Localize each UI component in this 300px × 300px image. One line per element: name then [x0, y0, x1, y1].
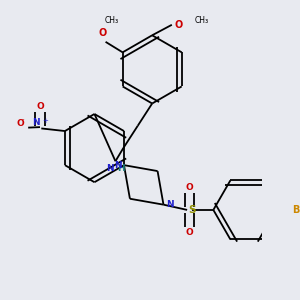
- Text: N: N: [114, 161, 122, 170]
- Text: H: H: [117, 164, 124, 173]
- Text: O: O: [175, 20, 183, 30]
- Text: CH₃: CH₃: [194, 16, 208, 26]
- Text: O: O: [99, 28, 107, 38]
- Text: N: N: [166, 200, 174, 209]
- Text: N: N: [106, 164, 113, 173]
- Text: Br: Br: [292, 205, 300, 215]
- Text: +: +: [43, 118, 49, 124]
- Text: O: O: [186, 182, 194, 191]
- Text: -: -: [22, 117, 24, 123]
- Text: O: O: [16, 119, 24, 128]
- Text: CH₃: CH₃: [105, 16, 119, 25]
- Text: N: N: [32, 118, 40, 127]
- Text: S: S: [188, 205, 196, 215]
- Text: O: O: [186, 228, 194, 237]
- Text: O: O: [36, 102, 44, 111]
